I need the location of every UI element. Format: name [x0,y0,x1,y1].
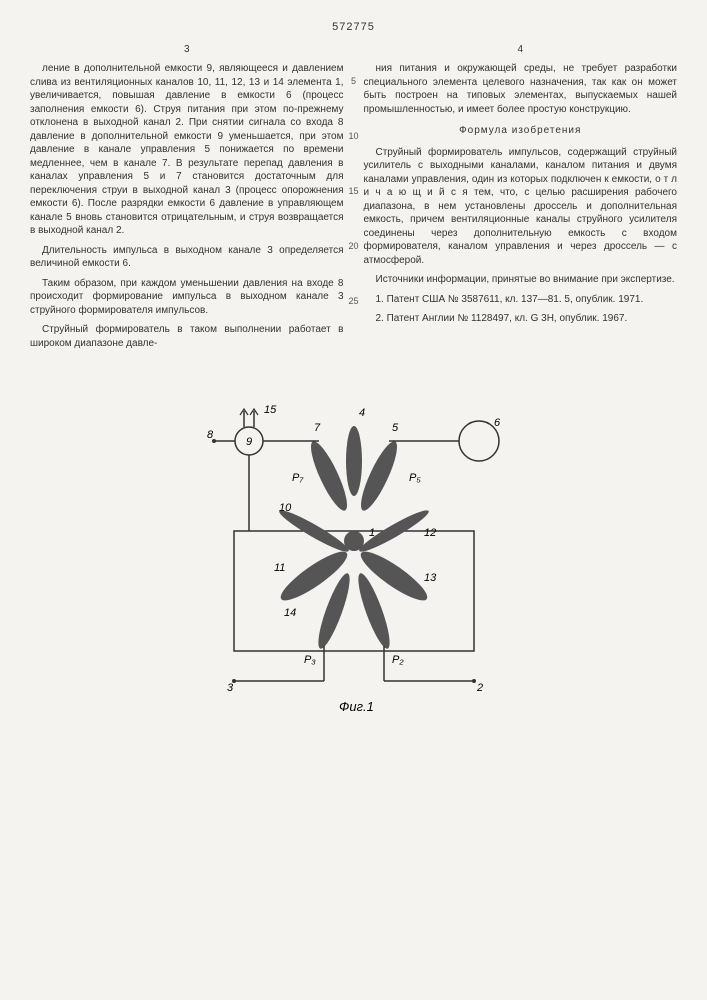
label-1: 1 [369,527,375,539]
label-2: 2 [476,682,483,694]
left-column: 3 ление в дополнительной емкости 9, явля… [30,43,344,357]
label-p2: P₂ [392,654,404,666]
label-13: 13 [424,572,437,584]
line-number-25: 25 [348,295,358,307]
figure-caption: Фиг.1 [339,699,374,714]
right-para-4: 1. Патент США № 3587611, кл. 137—81. 5, … [364,293,678,307]
line-number-5: 5 [351,75,356,87]
left-para-2: Длительность импульса в выходном канале … [30,244,344,271]
label-10: 10 [279,502,292,514]
figure-svg: 8 9 15 4 7 5 6 10 12 1 11 13 14 3 2 P₇ P… [174,381,534,721]
label-11: 11 [274,562,285,574]
right-column: 4 ния питания и окружающей среды, не тре… [364,43,678,357]
formula-title: Формула изобретения [364,124,678,138]
label-3: 3 [227,682,234,694]
right-col-number: 4 [364,43,678,57]
text-columns: 3 ление в дополнительной емкости 9, явля… [30,43,677,357]
line-number-20: 20 [348,240,358,252]
label-5: 5 [392,422,399,434]
left-para-4: Струйный формирователь в таком выполнени… [30,323,344,350]
line-number-10: 10 [348,130,358,142]
label-7: 7 [314,422,321,434]
label-4: 4 [359,407,365,419]
left-col-number: 3 [30,43,344,57]
label-14: 14 [284,607,296,619]
label-p7: P₇ [292,472,304,484]
fluidic-element [275,426,432,651]
capacity-6-circle [459,421,499,461]
label-p3: P₃ [304,654,316,666]
left-para-1: ление в дополнительной емкости 9, являющ… [30,62,344,238]
label-9: 9 [246,436,252,448]
line-number-15: 15 [348,185,358,197]
right-para-3: Источники информации, принятые во вниман… [364,273,678,287]
label-8: 8 [207,429,214,441]
left-para-3: Таким образом, при каждом уменьшении дав… [30,277,344,318]
right-para-2: Струйный формирователь импульсов, содерж… [364,146,678,268]
figure-area: 8 9 15 4 7 5 6 10 12 1 11 13 14 3 2 P₇ P… [30,381,677,721]
right-para-1: ния питания и окружающей среды, не требу… [364,62,678,116]
label-15: 15 [264,404,277,416]
label-6: 6 [494,417,501,429]
label-p5: P₅ [409,472,421,484]
right-para-5: 2. Патент Англии № 1128497, кл. G 3H, оп… [364,312,678,326]
patent-number: 572775 [30,20,677,35]
label-12: 12 [424,527,436,539]
